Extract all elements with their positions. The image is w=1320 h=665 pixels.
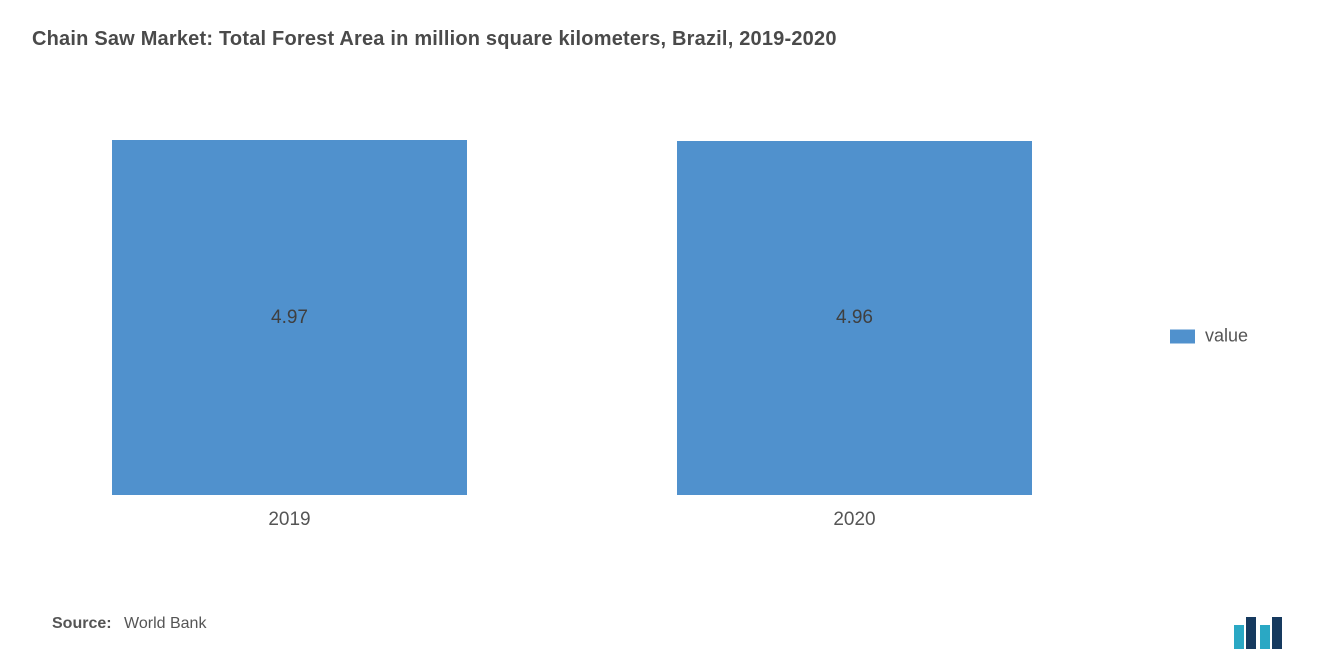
source-attribution: Source: World Bank <box>52 615 206 633</box>
chart-plot-area: 4.97 2019 4.96 2020 value <box>32 141 1288 531</box>
bar-column-1: 4.96 2020 <box>677 141 1032 531</box>
x-axis-label-1: 2020 <box>833 509 875 531</box>
source-value: World Bank <box>124 615 206 632</box>
legend-label: value <box>1205 326 1248 347</box>
chart-container: Chain Saw Market: Total Forest Area in m… <box>0 0 1320 665</box>
brand-logo-icon <box>1234 617 1284 649</box>
x-axis-label-0: 2019 <box>268 509 310 531</box>
bar-0: 4.97 <box>112 140 467 495</box>
bar-value-label-0: 4.97 <box>271 307 308 329</box>
bars-group: 4.97 2019 4.96 2020 <box>112 141 1032 531</box>
bar-1: 4.96 <box>677 141 1032 495</box>
legend: value <box>1170 326 1248 347</box>
chart-title: Chain Saw Market: Total Forest Area in m… <box>32 28 1288 51</box>
legend-swatch <box>1170 329 1195 343</box>
bar-value-label-1: 4.96 <box>836 307 873 329</box>
bar-column-0: 4.97 2019 <box>112 140 467 531</box>
source-key: Source: <box>52 615 112 632</box>
